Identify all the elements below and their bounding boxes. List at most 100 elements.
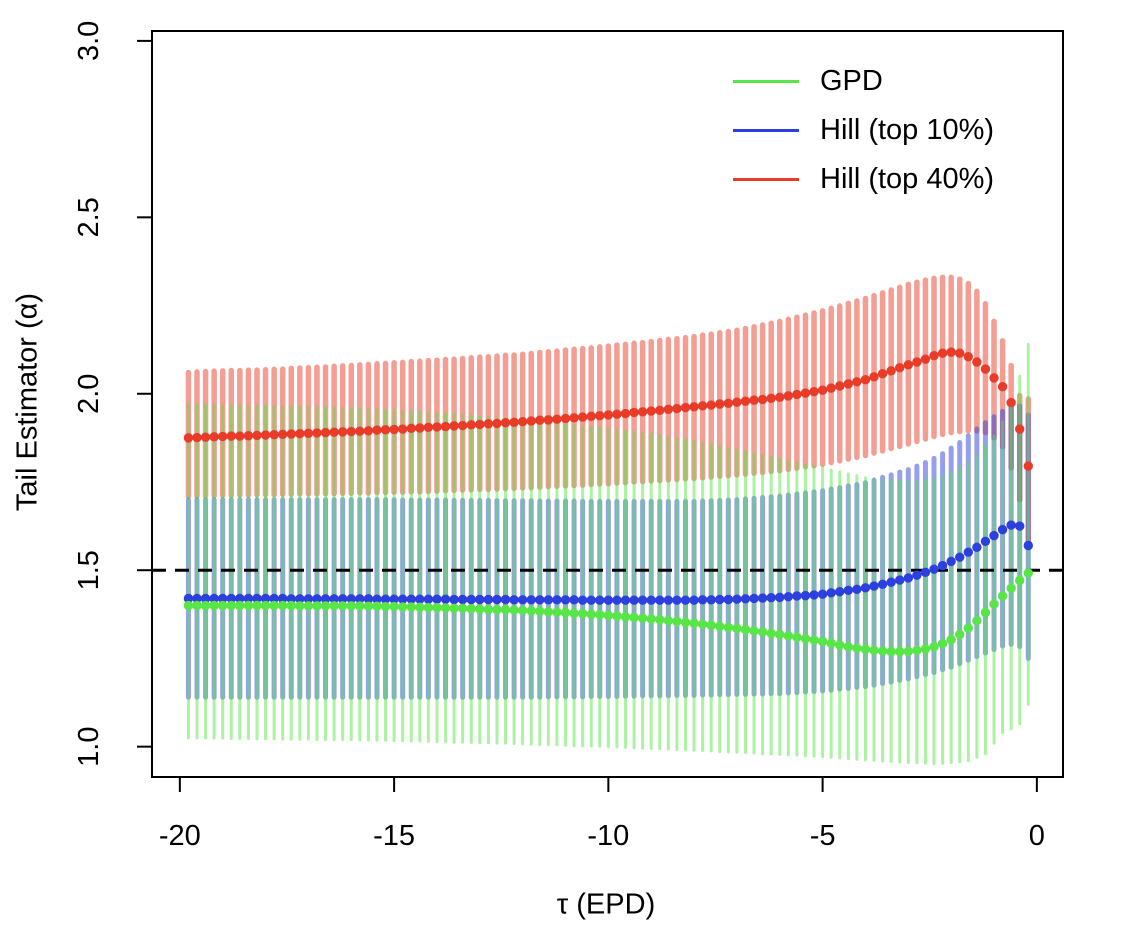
point-hill-top-10 (612, 595, 622, 605)
legend-entry-hill-top-40: Hill (top 40%) (733, 155, 994, 204)
point-hill-top-10 (432, 594, 442, 604)
point-hill-top-10 (277, 593, 288, 604)
point-hill-top-10 (937, 560, 948, 571)
point-gpd (252, 600, 262, 611)
point-hill-top-40 (432, 422, 442, 432)
point-hill-top-10 (766, 593, 776, 603)
point-hill-top-40 (612, 409, 622, 419)
point-hill-top-10 (732, 594, 742, 604)
point-hill-top-40 (243, 431, 254, 441)
point-hill-top-10 (406, 594, 416, 604)
point-hill-top-10 (295, 594, 305, 604)
point-hill-top-10 (192, 593, 202, 604)
point-hill-top-10 (543, 595, 554, 605)
point-hill-top-10 (269, 593, 279, 604)
point-gpd (980, 607, 991, 618)
point-gpd (680, 617, 691, 628)
point-gpd (869, 645, 879, 656)
legend-entry-label: GPD (820, 65, 883, 97)
point-hill-top-40 (689, 402, 699, 412)
point-gpd (860, 644, 871, 654)
y-axis-title: Tail Estimator (α) (11, 292, 44, 512)
point-hill-top-10 (423, 594, 434, 604)
point-hill-top-10 (260, 593, 271, 604)
point-gpd (440, 603, 451, 613)
point-hill-top-10 (397, 594, 408, 604)
point-gpd (449, 603, 459, 614)
x-tick-label: 0 (1029, 820, 1045, 852)
point-hill-top-40 (560, 413, 571, 424)
point-gpd (706, 620, 716, 630)
point-hill-top-40 (877, 368, 888, 379)
point-hill-top-40 (183, 433, 194, 443)
point-hill-top-40 (1015, 424, 1025, 434)
point-hill-top-10 (877, 579, 888, 590)
point-gpd (355, 601, 365, 611)
point-hill-top-40 (363, 426, 374, 436)
point-gpd (697, 619, 708, 629)
point-gpd (312, 601, 322, 611)
point-hill-top-40 (329, 427, 339, 437)
point-hill-top-40 (397, 424, 408, 434)
point-gpd (543, 607, 554, 617)
point-hill-top-10 (226, 593, 236, 604)
point-hill-top-10 (286, 594, 296, 604)
point-hill-top-40 (655, 405, 665, 416)
point-gpd (406, 602, 416, 612)
point-hill-top-40 (466, 420, 476, 430)
point-hill-top-10 (852, 584, 862, 594)
point-hill-top-40 (252, 430, 262, 441)
point-hill-top-10 (792, 591, 802, 601)
point-gpd (689, 618, 699, 628)
point-hill-top-10 (252, 593, 262, 604)
point-gpd (269, 600, 279, 611)
point-gpd (826, 638, 836, 648)
point-hill-top-40 (337, 427, 348, 437)
point-hill-top-10 (723, 594, 734, 605)
point-hill-top-10 (346, 594, 356, 604)
point-hill-top-40 (269, 430, 279, 440)
point-gpd (749, 626, 759, 636)
point-hill-top-40 (1023, 461, 1033, 471)
point-gpd (997, 591, 1008, 601)
point-hill-top-10 (955, 552, 965, 562)
point-hill-top-40 (423, 422, 434, 432)
point-hill-top-40 (303, 428, 314, 438)
point-hill-top-10 (517, 595, 528, 605)
point-gpd (466, 603, 476, 614)
point-hill-top-40 (218, 431, 228, 442)
point-hill-top-10 (929, 564, 939, 574)
point-gpd (423, 602, 434, 613)
point-gpd (397, 602, 408, 612)
point-hill-top-40 (509, 417, 519, 428)
point-hill-top-40 (749, 395, 759, 405)
point-hill-top-40 (937, 348, 948, 358)
point-hill-top-10 (415, 594, 425, 604)
point-hill-top-40 (586, 411, 596, 422)
point-hill-top-10 (655, 595, 665, 605)
point-gpd (886, 647, 896, 657)
point-hill-top-40 (192, 432, 202, 443)
point-gpd (766, 628, 776, 639)
point-hill-top-40 (526, 416, 536, 426)
point-hill-top-10 (1015, 521, 1025, 531)
point-hill-top-10 (689, 595, 699, 605)
legend-entry-gpd: GPD (733, 57, 994, 106)
point-hill-top-40 (406, 423, 416, 434)
legend: GPD Hill (top 10%) Hill (top 40%) (733, 57, 994, 204)
point-hill-top-10 (972, 542, 982, 552)
point-hill-top-40 (697, 401, 708, 411)
point-hill-top-40 (440, 421, 451, 432)
point-hill-top-40 (277, 429, 288, 440)
point-hill-top-40 (680, 402, 691, 413)
point-hill-top-10 (715, 594, 725, 605)
point-hill-top-10 (440, 594, 451, 604)
point-hill-top-10 (483, 594, 494, 605)
point-hill-top-40 (740, 396, 751, 406)
point-gpd (817, 636, 828, 647)
point-gpd (1006, 583, 1016, 593)
point-hill-top-10 (209, 593, 219, 604)
point-hill-top-40 (552, 414, 562, 424)
point-hill-top-40 (226, 431, 236, 441)
point-gpd (509, 605, 519, 615)
